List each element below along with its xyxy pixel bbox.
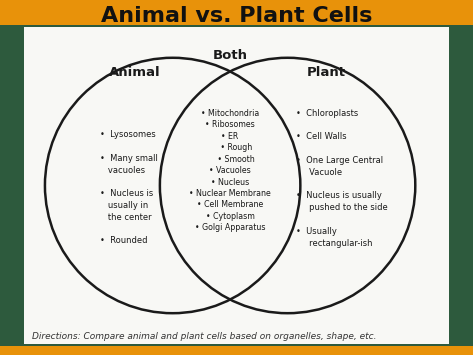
Text: Animal vs. Plant Cells: Animal vs. Plant Cells [101, 6, 372, 26]
Text: Plant: Plant [307, 66, 345, 79]
Text: •  Lysosomes

•  Many small
   vacuoles

•  Nucleus is
   usually in
   the cent: • Lysosomes • Many small vacuoles • Nucl… [100, 130, 158, 245]
Text: Directions: Compare animal and plant cells based on organelles, shape, etc.: Directions: Compare animal and plant cel… [32, 332, 377, 341]
Text: Animal: Animal [108, 66, 160, 79]
Text: • Mitochondria
• Ribosomes
• ER
     • Rough
     • Smooth
• Vacuoles
• Nucleus
: • Mitochondria • Ribosomes • ER • Rough … [189, 109, 271, 233]
Text: •  Chloroplasts

•  Cell Walls

•  One Large Central
     Vacuole

•  Nucleus is: • Chloroplasts • Cell Walls • One Large … [296, 109, 388, 248]
Text: Both: Both [213, 49, 247, 62]
